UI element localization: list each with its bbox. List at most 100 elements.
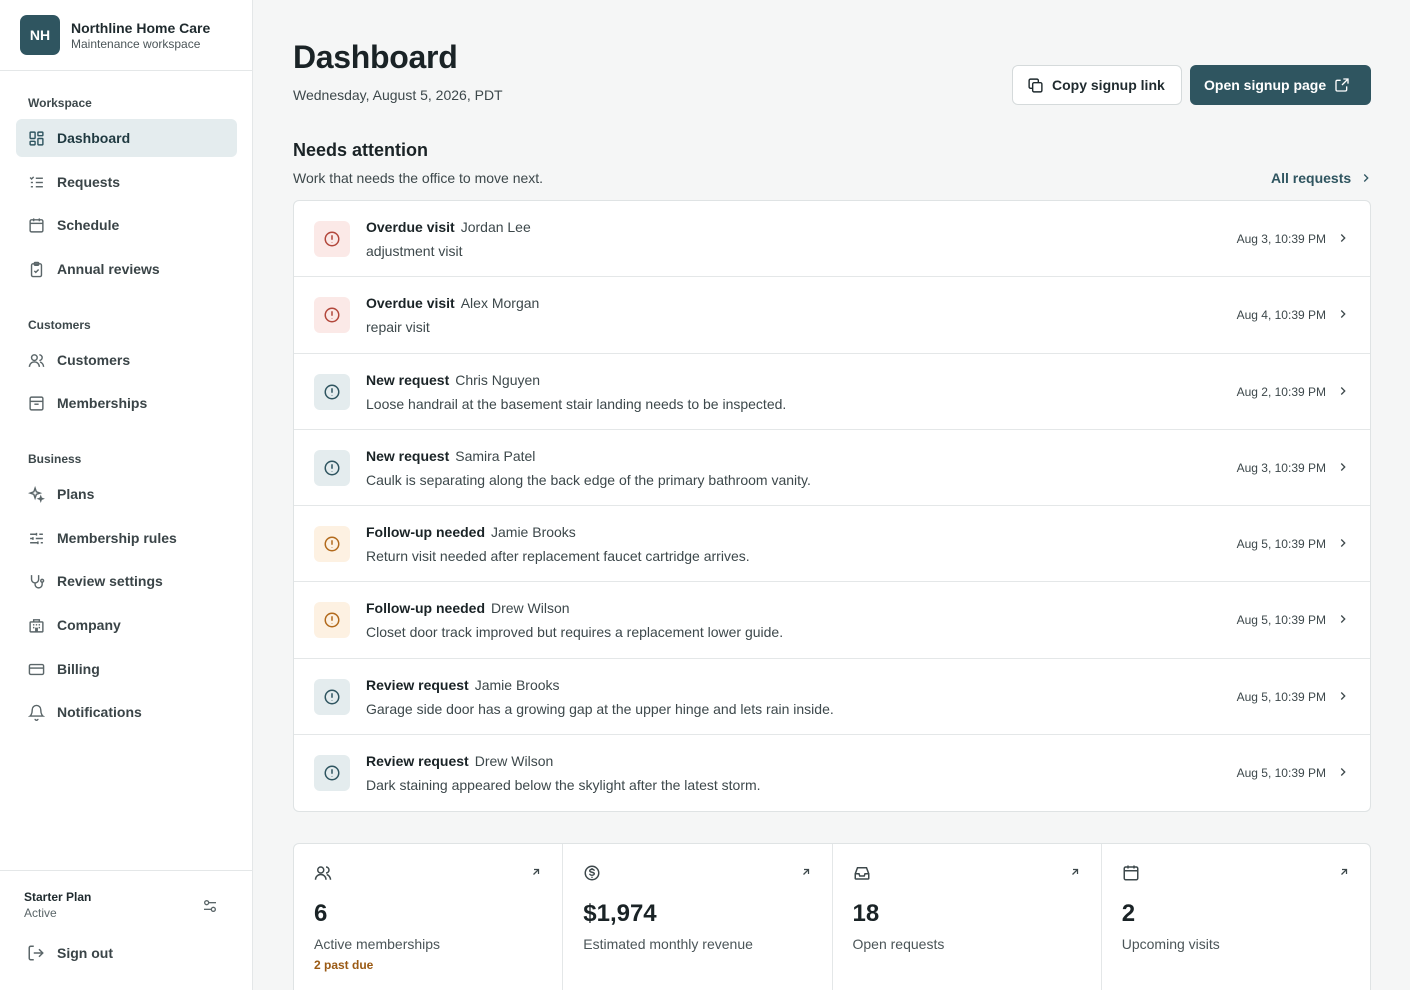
page-title: Dashboard [293,39,458,75]
copy-signup-link-button[interactable]: Copy signup link [1012,65,1182,105]
attention-customer: Drew Wilson [491,600,570,617]
attention-customer: Drew Wilson [474,752,554,769]
chevron-right-icon [1359,171,1373,185]
sidebar-item-label: Customers [57,352,131,368]
sidebar-item-billing[interactable]: Billing [16,650,237,688]
sidebar-item-plans[interactable]: Plans [16,475,237,513]
external-link-icon [1334,77,1350,93]
stat-value: 6 [314,900,328,927]
stat-label: Open requests [852,936,945,952]
attention-type: New request [366,447,450,464]
calendar-icon [27,216,45,234]
plan-name: Starter Plan [24,890,92,904]
plan-settings-button[interactable] [200,896,220,916]
attention-row[interactable]: Follow-up needed Drew Wilson Closet door … [294,582,1370,659]
open-signup-page-button[interactable]: Open signup page [1190,65,1371,105]
inbox-icon [853,864,871,882]
attention-row[interactable]: New request Chris Nguyen Loose handrail a… [294,354,1370,430]
stat-card-open-requests[interactable]: 18 Open requests [833,844,1102,990]
attention-type: New request [366,371,450,388]
attention-row[interactable]: Follow-up needed Jamie Brooks Return visi… [294,506,1370,583]
attention-time: Aug 5, 10:39 PM [1236,765,1326,780]
attention-list: Overdue visit Jordan Lee adjustment visit… [293,200,1371,812]
alert-circle-icon [314,449,350,486]
all-requests-label: All requests [1271,170,1352,186]
attention-customer: Jordan Lee [460,219,531,235]
clipboard-check-icon [27,260,45,278]
arrow-up-right-icon [1338,866,1350,878]
alert-circle-icon [314,221,350,257]
attention-row[interactable]: Overdue visit Alex Morgan repair visit Au… [294,277,1370,354]
sidebar-item-label: Company [57,617,121,633]
calendar-icon [1122,864,1140,882]
attention-row[interactable]: Review request Jamie Brooks Garage side d… [294,659,1370,735]
alert-circle-icon [314,754,350,791]
needs-attention-subtitle: Work that needs the office to move next. [293,170,544,186]
attention-type: Overdue visit [366,295,455,312]
sidebar-item-dashboard[interactable]: Dashboard [16,119,237,157]
sidebar-item-customers[interactable]: Customers [16,341,237,379]
attention-description: Garage side door has a growing gap at th… [366,700,834,717]
sidebar-item-memberships[interactable]: Memberships [16,384,237,422]
chevron-right-icon [1336,536,1350,550]
alert-circle-icon [314,602,350,639]
copy-signup-link-label: Copy signup link [1052,77,1165,93]
stat-card-upcoming-visits[interactable]: 2 Upcoming visits [1102,844,1370,990]
sidebar-item-review-settings[interactable]: Review settings [16,562,237,600]
alert-circle-icon [314,373,350,410]
attention-type: Overdue visit [366,219,455,235]
sidebar-item-notifications[interactable]: Notifications [16,693,237,731]
open-signup-page-label: Open signup page [1204,77,1327,93]
sidebar-item-label: Dashboard [57,130,131,146]
settings-sliders-icon [202,898,218,914]
attention-time: Aug 3, 10:39 PM [1236,232,1326,246]
sidebar-item-label: Schedule [57,217,120,233]
sign-out-button[interactable]: Sign out [27,944,113,962]
stat-card-active-memberships[interactable]: 6 Active memberships 2 past due [294,844,564,990]
building-icon [27,616,45,634]
sidebar-item-requests[interactable]: Requests [16,163,237,201]
list-check-icon [27,173,45,191]
attention-time: Aug 5, 10:39 PM [1236,613,1326,628]
sidebar-item-schedule[interactable]: Schedule [16,206,237,244]
sidebar-item-label: Membership rules [57,530,177,546]
sidebar-footer: Starter Plan Active Sign out [0,870,253,990]
sidebar-item-label: Notifications [57,704,142,720]
all-requests-link[interactable]: All requests [1271,170,1373,186]
bell-icon [27,703,45,721]
stats-row: 6 Active memberships 2 past due $1,974 E… [293,843,1371,990]
credit-card-icon [27,660,45,678]
stat-card-monthly-revenue[interactable]: $1,974 Estimated monthly revenue [563,844,833,990]
attention-description: Loose handrail at the basement stair lan… [366,395,787,412]
stat-label: Upcoming visits [1121,936,1220,952]
sidebar-item-label: Requests [57,174,121,190]
attention-customer: Jamie Brooks [474,676,560,693]
dollar-circle-icon [583,864,601,882]
brand: NH Northline Home Care Maintenance works… [0,0,252,71]
sidebar-item-label: Plans [57,486,95,502]
sparkles-icon [27,485,45,503]
arrow-up-right-icon [800,866,812,878]
stat-label: Estimated monthly revenue [583,936,753,952]
brand-subtitle: Maintenance workspace [71,36,201,51]
attention-description: Caulk is separating along the back edge … [366,471,811,488]
sidebar-item-membership-rules[interactable]: Membership rules [16,519,237,557]
chevron-right-icon [1336,307,1350,321]
sidebar-item-label: Review settings [57,573,163,589]
attention-row[interactable]: New request Samira Patel Caulk is separat… [294,430,1370,506]
alert-circle-icon [314,526,350,562]
attention-description: Dark staining appeared below the skyligh… [366,776,761,793]
stat-value: 2 [1121,900,1136,927]
brand-name: Northline Home Care [71,19,211,36]
attention-type: Follow-up needed [366,524,485,540]
sidebar-item-annual-reviews[interactable]: Annual reviews [16,250,237,288]
attention-row[interactable]: Overdue visit Jordan Lee adjustment visit… [294,201,1370,278]
attention-row[interactable]: Review request Drew Wilson Dark staining … [294,735,1370,811]
grid-icon [27,129,45,147]
chevron-right-icon [1336,765,1350,779]
attention-description: Closet door track improved but requires … [366,624,784,641]
sidebar-item-company[interactable]: Company [16,606,237,644]
stethoscope-icon [27,572,45,590]
plan-status: Active [24,906,57,920]
sliders-icon [27,529,45,547]
